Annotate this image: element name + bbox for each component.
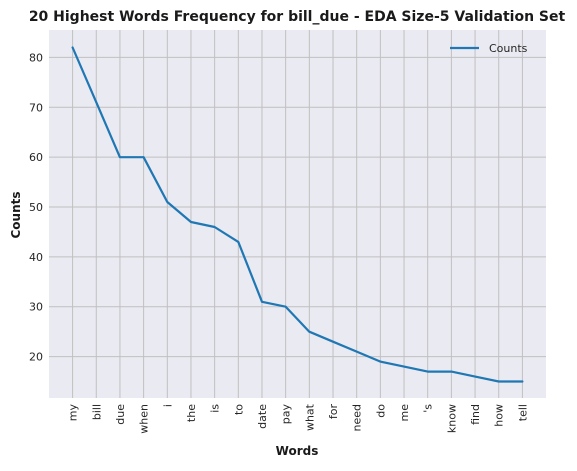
x-tick-label: bill xyxy=(90,404,103,420)
x-tick-label: i xyxy=(161,404,174,407)
x-tick-label: due xyxy=(114,404,127,425)
y-tick-label: 50 xyxy=(29,201,43,214)
y-tick-label: 20 xyxy=(29,351,43,364)
y-tick-label: 60 xyxy=(29,151,43,164)
y-axis-ticks: 20 30 40 50 60 70 80 xyxy=(29,51,43,363)
series-line-counts xyxy=(71,46,524,383)
x-axis-label: Words xyxy=(276,444,319,458)
y-tick-label: 70 xyxy=(29,101,43,114)
chart-title: 20 Highest Words Frequency for bill_due … xyxy=(29,9,566,25)
x-tick-label: date xyxy=(256,404,269,429)
y-tick-label: 40 xyxy=(29,251,43,264)
x-tick-label: what xyxy=(303,403,316,431)
x-tick-label: do xyxy=(374,404,387,418)
x-tick-label: how xyxy=(493,404,506,427)
x-tick-label: pay xyxy=(280,404,293,425)
x-tick-label: me xyxy=(398,404,411,422)
x-tick-label: is xyxy=(209,404,222,413)
x-tick-label: know xyxy=(445,404,458,433)
x-axis-ticks: my bill due when i the is to date pay what for need d… xyxy=(67,403,530,433)
x-tick-label: 's xyxy=(422,404,435,413)
series-layer xyxy=(71,46,524,383)
x-tick-label: when xyxy=(138,404,151,434)
y-tick-label: 30 xyxy=(29,301,43,314)
y-tick-label: 80 xyxy=(29,51,43,64)
x-tick-label: for xyxy=(327,404,340,420)
x-tick-label: to xyxy=(232,404,245,415)
legend: Counts xyxy=(450,42,528,55)
grid xyxy=(49,30,546,398)
y-axis-label: Counts xyxy=(9,191,23,238)
x-tick-label: my xyxy=(67,404,80,422)
x-tick-label: tell xyxy=(516,404,529,421)
plot-area xyxy=(49,30,546,398)
x-tick-label: need xyxy=(351,404,364,432)
x-tick-label: find xyxy=(469,404,482,425)
x-tick-label: the xyxy=(185,404,198,422)
legend-label-counts: Counts xyxy=(489,42,528,55)
